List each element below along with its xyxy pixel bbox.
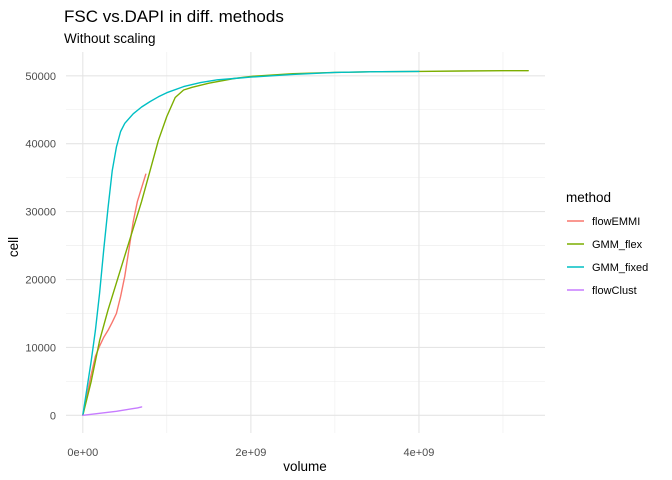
x-axis-tick-labels: 0e+00 2e+09 4e+09 [67,447,434,459]
series-line-flowEMMI [82,173,147,416]
x-tick-label: 4e+09 [403,447,434,459]
y-tick-label: 50000 [25,71,56,83]
legend-label: flowClust [592,285,637,297]
series-line-GMM_fixed [82,70,420,416]
legend-item-flowClust: flowClust [567,285,637,297]
legend-label: GMM_flex [592,239,643,251]
legend-item-GMM_flex: GMM_flex [567,239,643,251]
chart-title: FSC vs.DAPI in diff. methods [64,7,284,26]
y-tick-label: 10000 [25,342,56,354]
series-line-GMM_flex [82,69,529,416]
x-tick-label: 0e+00 [67,447,98,459]
legend-item-GMM_fixed: GMM_fixed [567,262,648,274]
x-axis-title: volume [283,459,327,474]
chart-subtitle: Without scaling [64,31,156,46]
y-tick-label: 0 [50,410,56,422]
legend-item-flowEMMI: flowEMMI [567,216,640,228]
series-line-flowClust [82,406,143,416]
x-tick-label: 2e+09 [235,447,266,459]
legend-title: method [566,190,611,205]
y-axis-tick-labels: 0 10000 20000 30000 40000 50000 [25,71,56,423]
y-tick-label: 20000 [25,275,56,287]
y-tick-label: 30000 [25,207,56,219]
legend-items: flowEMMI GMM_flex GMM_fixed flowClust [567,216,648,297]
legend: method flowEMMI GMM_flex GMM_fixed flowClus… [566,190,648,297]
series-lines [82,69,529,416]
legend-label: flowEMMI [592,216,640,228]
y-tick-label: 40000 [25,139,56,151]
y-axis-title: cell [6,237,21,257]
legend-label: GMM_fixed [592,262,648,274]
